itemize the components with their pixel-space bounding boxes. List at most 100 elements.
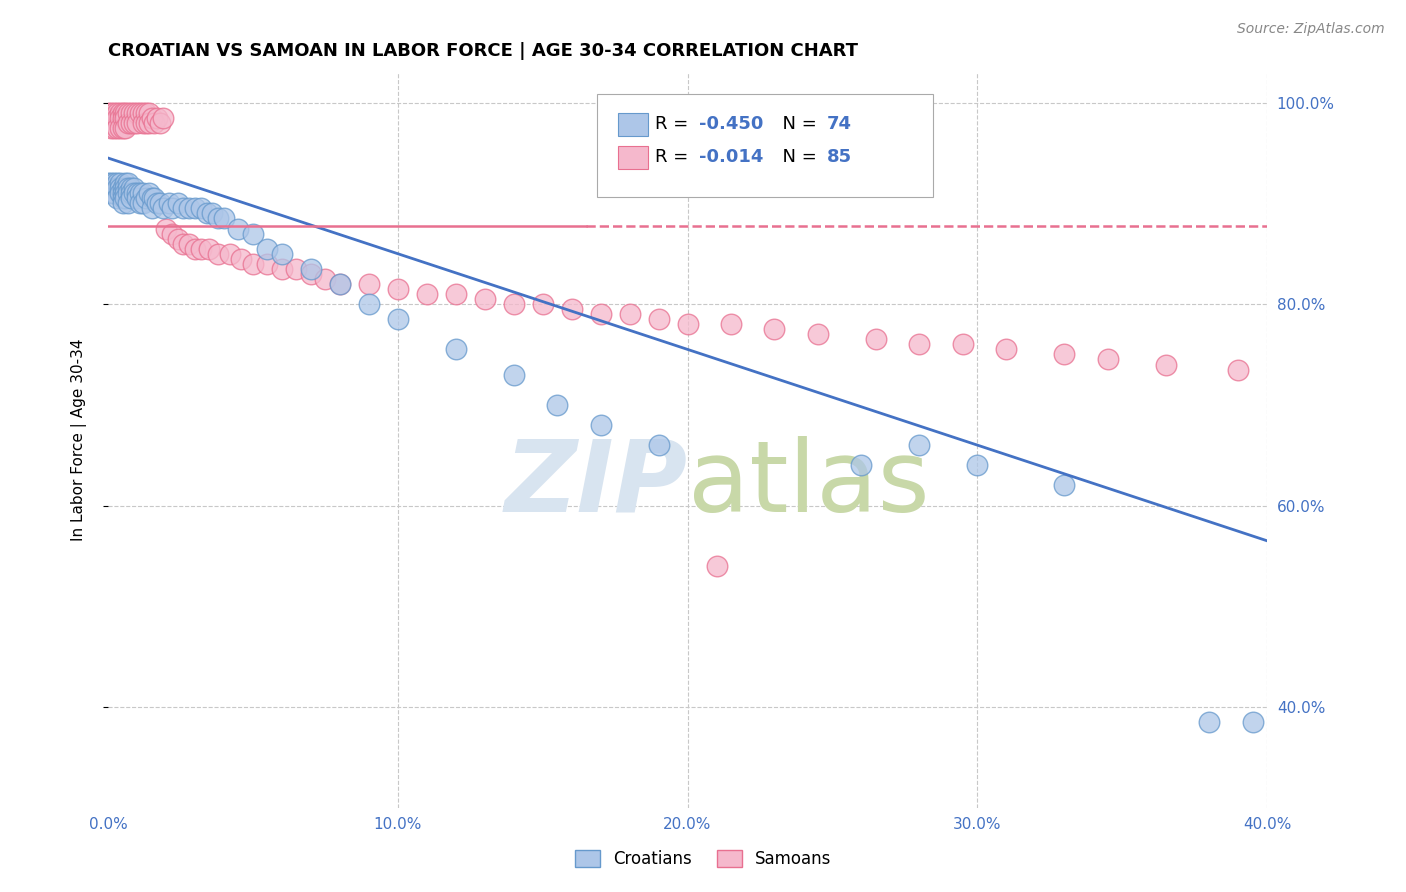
Point (132, 186, 155, 201)
Point (117, 186, 139, 201)
Point (105, 191, 128, 205)
Point (1227, 362, 1250, 376)
Point (152, 111, 174, 125)
Point (103, 116, 125, 130)
Point (97, 111, 120, 125)
Point (108, 181, 131, 195)
Point (908, 438, 931, 452)
Point (132, 116, 155, 130)
Point (198, 242, 221, 256)
Point (166, 232, 188, 246)
Point (114, 105, 136, 120)
Point (416, 287, 439, 301)
Text: R =: R = (655, 115, 695, 133)
Point (141, 191, 163, 205)
Point (100, 181, 122, 195)
Point (117, 181, 139, 195)
Point (271, 261, 294, 276)
Point (125, 191, 148, 205)
Point (117, 176, 139, 190)
Point (114, 111, 136, 125)
Point (720, 317, 742, 331)
Point (763, 322, 786, 336)
Point (111, 181, 134, 195)
Point (908, 337, 931, 351)
Point (299, 261, 322, 276)
Point (995, 343, 1018, 357)
FancyBboxPatch shape (619, 146, 648, 169)
Point (120, 181, 142, 195)
Point (105, 181, 128, 195)
Point (444, 343, 467, 357)
Point (108, 105, 131, 120)
Point (114, 181, 136, 195)
Point (299, 267, 322, 281)
Point (561, 302, 583, 317)
Text: R =: R = (655, 148, 695, 166)
Point (108, 186, 131, 201)
Point (190, 202, 212, 216)
Point (676, 317, 699, 331)
Point (103, 105, 125, 120)
Point (129, 196, 152, 211)
Point (117, 105, 139, 120)
Point (952, 337, 974, 351)
Point (589, 307, 612, 321)
Point (1053, 347, 1076, 361)
Point (179, 202, 201, 216)
Point (184, 242, 207, 256)
Point (105, 176, 128, 190)
Point (157, 196, 180, 211)
Point (122, 116, 145, 130)
Point (143, 116, 166, 130)
Point (314, 272, 336, 286)
Text: 74: 74 (827, 115, 852, 133)
Point (152, 202, 174, 216)
Point (120, 186, 142, 201)
Text: 85: 85 (827, 148, 852, 166)
Point (111, 196, 134, 211)
Point (100, 105, 122, 120)
Point (103, 186, 125, 201)
Point (105, 111, 128, 125)
Point (242, 257, 264, 271)
Point (228, 221, 250, 235)
Point (129, 105, 152, 120)
Point (387, 282, 409, 296)
Point (329, 277, 352, 291)
Point (212, 211, 235, 226)
Point (120, 105, 142, 120)
Text: CROATIAN VS SAMOAN IN LABOR FORCE | AGE 30-34 CORRELATION CHART: CROATIAN VS SAMOAN IN LABOR FORCE | AGE … (108, 42, 858, 60)
Point (100, 186, 122, 201)
Point (357, 277, 380, 291)
Point (502, 297, 524, 311)
Point (141, 202, 163, 216)
Point (141, 111, 163, 125)
Point (111, 105, 134, 120)
Point (114, 120, 136, 135)
Point (155, 221, 177, 235)
Point (647, 438, 669, 452)
Point (146, 196, 169, 211)
Point (865, 332, 887, 346)
Point (122, 181, 145, 195)
Text: -0.014: -0.014 (699, 148, 763, 166)
Point (100, 116, 122, 130)
Point (190, 242, 212, 256)
Point (103, 181, 125, 195)
Point (531, 297, 554, 311)
Point (97, 105, 120, 120)
Point (851, 458, 873, 473)
Point (111, 120, 134, 135)
Point (97, 116, 120, 130)
Point (647, 312, 669, 326)
Point (1198, 714, 1220, 729)
Point (100, 120, 122, 135)
Point (195, 206, 218, 220)
Point (105, 105, 128, 120)
Point (135, 191, 157, 205)
Point (100, 111, 122, 125)
Point (172, 202, 194, 216)
Text: N =: N = (770, 115, 823, 133)
Point (111, 191, 134, 205)
